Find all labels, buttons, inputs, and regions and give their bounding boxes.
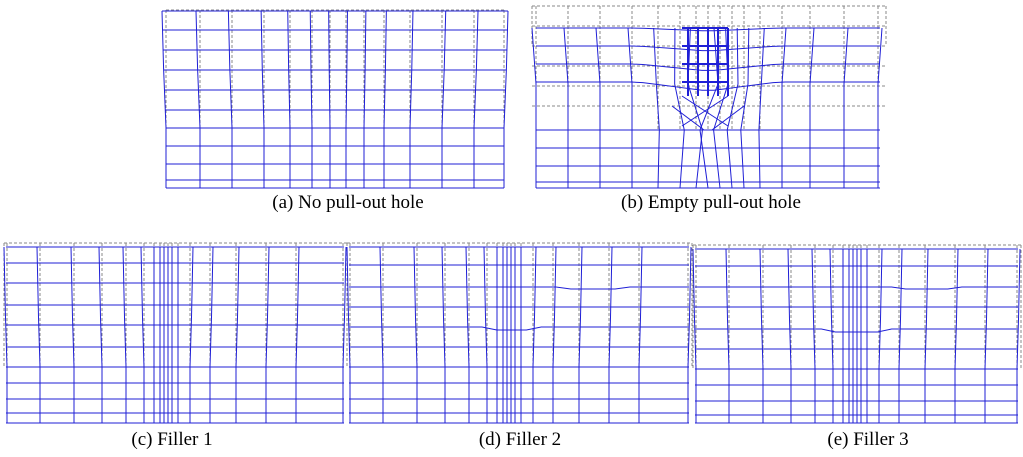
deformed-mesh-line (627, 27, 633, 188)
caption-a: (a) No pull-out hole (272, 192, 424, 213)
deformed-mesh-line (878, 248, 883, 423)
deformed-mesh-line (699, 27, 719, 189)
deformed-mesh-line (759, 248, 764, 423)
caption-c: (c) Filler 1 (131, 429, 213, 450)
mesh-diagram-b (531, 5, 887, 189)
deformed-mesh-line (563, 27, 569, 188)
mesh-panel-e (692, 244, 1022, 425)
deformed-mesh-line (195, 10, 201, 188)
deformed-mesh-line (209, 246, 214, 423)
caption-b: (b) Empty pull-out hole (621, 192, 801, 213)
mesh-panel-a (160, 8, 520, 190)
deformed-mesh-line (349, 326, 689, 331)
deformed-mesh-line (687, 27, 703, 189)
deformed-mesh-line (595, 27, 601, 188)
deformed-mesh-line (441, 246, 446, 423)
deformed-mesh-line (346, 246, 351, 423)
deformed-mesh-line (695, 286, 1018, 290)
mesh-panel-b (531, 5, 892, 190)
deformed-mesh-line (725, 248, 730, 423)
deformed-mesh-line (122, 246, 127, 423)
deformed-mesh-line (345, 10, 348, 188)
deformed-mesh-line (260, 10, 265, 188)
deformed-mesh-line (687, 246, 692, 423)
deformed-mesh-line (189, 246, 194, 423)
deformed-mesh-line (726, 27, 739, 189)
deformed-mesh-line (898, 248, 903, 423)
deformed-mesh-line (713, 27, 729, 189)
deformed-mesh-line (674, 27, 685, 189)
deformed-mesh-line (140, 246, 145, 423)
mesh-panel-c (3, 242, 348, 425)
deformed-mesh-line (692, 248, 697, 423)
deformed-mesh-line (227, 10, 233, 188)
deformed-mesh-line (954, 248, 959, 423)
deformed-mesh-line (161, 10, 167, 188)
deformed-mesh-line (409, 10, 414, 188)
deformed-mesh-line (287, 10, 291, 188)
mesh-diagram-a (161, 9, 509, 189)
deformed-mesh-line (984, 248, 989, 423)
caption-e: (e) Filler 3 (827, 429, 909, 450)
deformed-mesh-line (711, 105, 745, 131)
mesh-panel-d (346, 242, 693, 425)
deformed-mesh-line (3, 246, 8, 423)
deformed-mesh-line (235, 246, 240, 423)
deformed-mesh-line (441, 10, 447, 188)
deformed-mesh-line (1016, 248, 1021, 423)
deformed-mesh-line (383, 10, 387, 188)
deformed-mesh-line (608, 246, 613, 423)
deformed-mesh-line (342, 246, 347, 423)
deformed-mesh-line (811, 248, 816, 423)
deformed-mesh-line (681, 95, 729, 127)
deformed-mesh-line (758, 27, 765, 189)
deformed-mesh-line (531, 27, 537, 188)
deformed-mesh-line (265, 246, 270, 423)
deformed-mesh-line (532, 246, 537, 423)
deformed-mesh-line (349, 286, 689, 290)
deformed-mesh-line (328, 10, 331, 188)
deformed-mesh-line (638, 246, 643, 423)
deformed-mesh-line (309, 10, 313, 188)
deformed-mesh-line (924, 248, 929, 423)
deformed-mesh-line (363, 10, 367, 188)
deformed-mesh-line (413, 246, 418, 423)
caption-d: (d) Filler 2 (478, 429, 562, 450)
deformed-mesh-line (877, 27, 883, 188)
deformed-mesh-line (503, 10, 509, 188)
deformed-mesh-line (653, 27, 660, 189)
deformed-mesh-line (829, 248, 834, 423)
deformed-mesh-line (473, 10, 479, 188)
deformed-mesh-line (740, 27, 750, 189)
deformed-mesh-line (379, 246, 384, 423)
mesh-diagram-e (692, 244, 1022, 424)
deformed-mesh-line (695, 328, 1018, 333)
deformed-mesh-line (483, 246, 488, 423)
deformed-mesh-line (843, 27, 849, 188)
deformed-mesh-line (465, 246, 470, 423)
deformed-mesh-line (781, 27, 787, 188)
deformed-mesh-line (809, 27, 815, 188)
deformed-mesh-line (36, 246, 41, 423)
deformed-mesh-line (671, 105, 705, 131)
deformed-mesh-line (552, 246, 557, 423)
deformed-mesh-line (295, 246, 300, 423)
deformed-mesh-line (787, 248, 792, 423)
deformed-mesh-line (98, 246, 103, 423)
deformed-mesh-line (578, 246, 583, 423)
mesh-diagram-d (346, 242, 693, 424)
deformed-mesh-line (70, 246, 75, 423)
mesh-diagram-c (3, 242, 348, 424)
